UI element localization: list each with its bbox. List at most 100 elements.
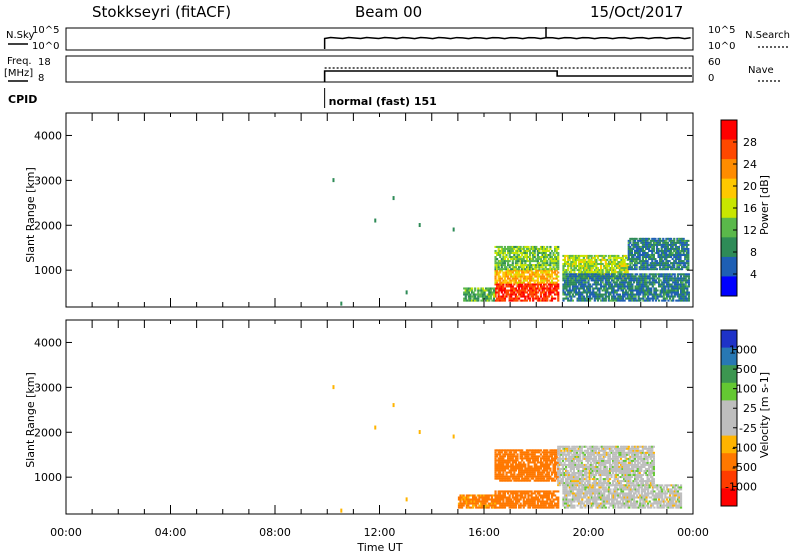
data-cell (508, 471, 511, 474)
data-cell (635, 260, 638, 263)
data-cell (555, 268, 558, 271)
data-cell (530, 269, 533, 272)
data-cell (610, 262, 614, 266)
data-cell (508, 285, 511, 288)
data-cell (511, 297, 514, 300)
data-cell (602, 457, 605, 460)
data-cell (532, 506, 535, 509)
data-cell (595, 295, 598, 298)
data-cell (557, 251, 560, 255)
data-cell (632, 445, 635, 448)
data-cell (573, 484, 576, 487)
data-cell (549, 299, 552, 302)
data-cell (508, 269, 511, 272)
data-cell (497, 285, 500, 288)
data-cell (533, 297, 536, 300)
data-cell (467, 496, 470, 499)
data-cell (605, 474, 608, 477)
data-cell (568, 504, 571, 507)
data-cell (609, 287, 612, 290)
data-cell (541, 249, 544, 252)
data-cell (609, 281, 612, 284)
data-cell (532, 283, 535, 286)
data-cell (684, 287, 687, 290)
data-cell (564, 445, 568, 448)
data-cell (614, 262, 617, 266)
data-cell (538, 500, 541, 503)
data-cell (538, 479, 541, 482)
data-cell (532, 279, 535, 282)
data-cell (475, 504, 478, 507)
data-cell (615, 283, 618, 286)
data-cell (494, 473, 497, 476)
data-cell (644, 258, 648, 261)
data-cell (538, 289, 541, 292)
data-cell (546, 477, 549, 480)
data-cell (593, 478, 596, 481)
data-cell (497, 264, 500, 267)
data-cell (617, 295, 620, 298)
data-cell (506, 502, 510, 505)
data-cell (637, 474, 640, 477)
data-cell (510, 285, 513, 288)
data-cell (663, 239, 666, 242)
data-cell (571, 498, 574, 501)
data-cell (635, 245, 638, 248)
data-cell (561, 459, 565, 462)
data-cell (497, 245, 500, 248)
data-cell (500, 287, 503, 290)
data-cell (517, 477, 521, 480)
data-cell (510, 473, 513, 476)
data-cell (503, 247, 507, 250)
data-cell (563, 482, 566, 485)
data-cell (582, 289, 585, 292)
data-cell (496, 283, 499, 286)
data-cell (479, 506, 483, 509)
data-cell (677, 237, 681, 240)
data-cell (662, 268, 665, 271)
data-cell (605, 447, 608, 450)
data-cell (483, 293, 486, 296)
data-cell (555, 293, 558, 296)
data-cell (654, 291, 658, 294)
data-cell (519, 275, 522, 278)
data-cell (576, 293, 579, 296)
data-cell (524, 256, 527, 259)
data-cell (513, 281, 516, 284)
data-cell (616, 455, 619, 458)
data-cell (516, 465, 519, 468)
data-cell (500, 268, 503, 271)
data-cell (592, 256, 595, 259)
data-cell (648, 480, 651, 483)
data-cell (496, 449, 499, 452)
data-cell (573, 498, 576, 501)
data-cell (494, 245, 497, 248)
data-cell (668, 277, 672, 280)
data-cell (635, 482, 638, 485)
data-cell (593, 474, 596, 477)
data-cell (475, 293, 478, 296)
data-cell (530, 273, 533, 276)
data-cell (664, 287, 667, 290)
data-cell (536, 279, 539, 282)
data-cell (637, 472, 640, 475)
data-cell (546, 275, 549, 278)
data-cell (505, 475, 508, 478)
data-cell (642, 281, 645, 284)
data-cell (471, 500, 475, 503)
data-cell (579, 260, 582, 263)
data-cell (609, 267, 612, 270)
data-cell (638, 260, 641, 263)
data-cell (570, 269, 573, 272)
data-cell (660, 239, 663, 242)
data-cell (552, 477, 555, 480)
data-cell (591, 449, 594, 452)
data-cell (521, 281, 524, 284)
data-cell (579, 262, 582, 266)
data-cell (638, 451, 641, 454)
data-cell (525, 245, 528, 248)
data-cell (508, 279, 511, 282)
data-cell (525, 258, 528, 261)
data-cell (467, 297, 471, 300)
data-cell (508, 506, 511, 509)
